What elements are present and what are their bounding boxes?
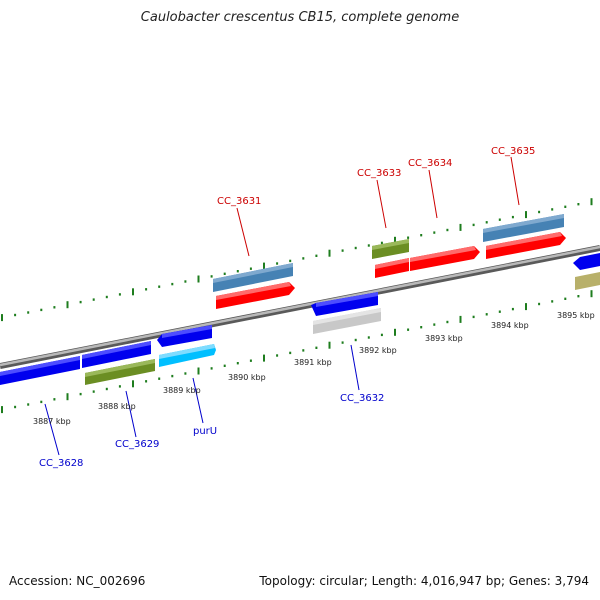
gene-CC_3635[interactable] <box>486 232 566 259</box>
gene-CC_3628[interactable] <box>0 356 80 386</box>
kbp-label-3887: 3887 kbp <box>33 417 71 426</box>
gene-CC_3631-red[interactable] <box>216 282 295 309</box>
kbp-label-3889: 3889 kbp <box>163 386 201 395</box>
kbp-label-3893: 3893 kbp <box>425 334 463 343</box>
kbp-label-3890: 3890 kbp <box>228 373 266 382</box>
genome-backbone <box>0 245 600 369</box>
gene-CC_3635-blue[interactable] <box>483 214 564 242</box>
gene-label-CC_3628: CC_3628 <box>39 458 83 469</box>
inner-tick-track <box>1 290 593 414</box>
outer-tick-track <box>1 198 593 322</box>
gene-label-CC_3632: CC_3632 <box>340 393 384 404</box>
gene-label-CC_3635: CC_3635 <box>491 146 535 157</box>
gene-CC_3632-gray[interactable] <box>313 308 381 334</box>
gene-label-CC_3634: CC_3634 <box>408 158 452 169</box>
gene-right-khaki[interactable] <box>575 272 600 290</box>
gene-right-blue[interactable] <box>573 253 600 270</box>
kbp-label-3895: 3895 kbp <box>557 311 595 320</box>
gene-label-purU: purU <box>193 426 217 437</box>
genome-title: Caulobacter crescentus CB15, complete ge… <box>140 10 460 25</box>
label-leaders <box>44 156 520 456</box>
kbp-label-3894: 3894 kbp <box>491 321 529 330</box>
gene-purU-upstream[interactable] <box>157 325 212 347</box>
gene-CC_3631[interactable] <box>213 263 293 292</box>
accession-text: Accession: NC_002696 <box>9 574 146 588</box>
gene-label-CC_3631: CC_3631 <box>217 196 261 207</box>
gene-CC_3632[interactable] <box>311 292 378 316</box>
gene-CC_3629[interactable] <box>85 359 155 385</box>
gene-label-CC_3629: CC_3629 <box>115 439 159 450</box>
gene-CC_3628-cont[interactable] <box>82 341 151 368</box>
gene-purU[interactable] <box>159 344 216 367</box>
genome-summary-text: Topology: circular; Length: 4,016,947 bp… <box>259 574 589 588</box>
gene-label-CC_3633: CC_3633 <box>357 168 401 179</box>
kbp-label-3892: 3892 kbp <box>359 346 397 355</box>
kbp-label-3891: 3891 kbp <box>294 358 332 367</box>
gene-CC_3633-green[interactable] <box>372 239 409 259</box>
gene-CC_3633[interactable] <box>375 258 409 278</box>
kbp-label-3888: 3888 kbp <box>98 402 136 411</box>
gene-CC_3634[interactable] <box>410 246 480 271</box>
